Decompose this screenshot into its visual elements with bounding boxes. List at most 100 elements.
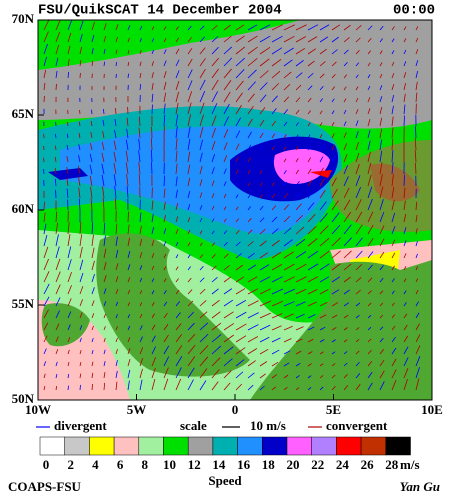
wind-arrow (223, 370, 232, 379)
wind-arrow (283, 251, 294, 259)
wind-arrow (403, 227, 407, 235)
wind-arrow (391, 290, 395, 295)
wind-arrow (283, 362, 290, 367)
lat-label: 70N (12, 11, 35, 26)
wind-arrow (223, 103, 230, 115)
wind-arrow (91, 34, 95, 43)
wind-arrow (403, 82, 407, 91)
wind-arrow (199, 311, 208, 319)
wind-arrow (259, 94, 267, 103)
wind-arrow (115, 249, 119, 259)
wind-arrow (113, 140, 117, 151)
wind-arrow (355, 97, 359, 103)
wind-arrow (151, 357, 157, 367)
wind-arrow (127, 289, 131, 295)
wind-arrow (163, 49, 167, 55)
wind-arrow (175, 150, 178, 163)
wind-arrow (355, 25, 362, 31)
wind-arrow (199, 322, 209, 331)
wind-arrow (199, 68, 206, 79)
wind-arrow (283, 24, 295, 31)
wind-arrow (247, 312, 259, 319)
wind-arrow (139, 302, 143, 307)
wind-arrow (78, 176, 81, 187)
wind-arrow (331, 177, 337, 187)
wind-arrow (91, 383, 93, 391)
wind-arrow (163, 301, 168, 307)
wind-arrow (307, 263, 319, 271)
wind-arrow (199, 230, 203, 235)
wind-arrow (367, 97, 371, 103)
wind-arrow (415, 228, 418, 235)
wind-arrow (150, 149, 153, 163)
colorbar-tick: 14 (212, 457, 226, 472)
wind-arrow (415, 126, 417, 139)
wind-arrow (79, 337, 82, 343)
wind-arrow (66, 144, 69, 151)
wind-arrow (307, 191, 314, 199)
wind-arrow (319, 201, 327, 211)
wind-arrow (403, 61, 407, 67)
wind-arrow (331, 155, 336, 163)
wind-arrow (283, 158, 287, 163)
wind-arrow (343, 176, 349, 187)
wind-arrow (211, 369, 220, 379)
wind-arrow (115, 337, 118, 343)
colorbar-tick: 28 (385, 457, 399, 472)
wind-arrow (54, 145, 57, 151)
wind-arrow (403, 253, 407, 259)
wind-arrow (101, 163, 105, 175)
wind-arrow (139, 277, 143, 283)
wind-arrow (67, 373, 70, 379)
wind-arrow (211, 127, 216, 139)
wind-arrow (283, 59, 293, 67)
wind-arrow (259, 361, 268, 367)
divergent-label: divergent (54, 418, 107, 433)
wind-arrow (247, 252, 255, 259)
lon-labels: 10W 5W 0 5E 10E (25, 394, 443, 417)
wind-arrow (199, 179, 203, 187)
wind-arrow (91, 109, 93, 115)
colorbar-swatch (39, 436, 65, 456)
wind-arrow (211, 205, 215, 211)
wind-arrow (415, 266, 419, 271)
wind-arrow (331, 144, 335, 151)
wind-arrow (414, 162, 417, 175)
wind-arrow (187, 229, 191, 235)
wind-arrow (307, 338, 314, 343)
wind-arrow (103, 360, 106, 367)
wind-arrow (187, 322, 195, 331)
wind-arrow (102, 120, 105, 127)
wind-arrow (55, 323, 60, 331)
wind-arrow (307, 146, 311, 151)
wind-arrow (283, 239, 293, 247)
wind-arrow (391, 302, 395, 307)
wind-arrow (367, 326, 372, 331)
wind-arrow (235, 104, 242, 115)
wind-arrow (331, 110, 335, 115)
wind-arrow (331, 224, 341, 235)
wind-arrow (319, 24, 330, 31)
wind-arrow (127, 314, 131, 319)
wind-arrow (235, 130, 241, 139)
wind-arrow (307, 202, 315, 211)
colorbar-swatch (360, 436, 387, 456)
wind-arrow (101, 174, 105, 187)
wind-arrow (367, 37, 372, 43)
scale-value: 10 m/s (250, 418, 286, 433)
lat-label: 55N (12, 296, 35, 311)
wind-arrow (259, 205, 264, 211)
wind-arrow (331, 263, 341, 271)
wind-arrow (271, 386, 277, 391)
wind-arrow (66, 177, 69, 187)
wind-arrow (175, 48, 180, 55)
lat-label: 60N (12, 201, 35, 216)
wind-arrow (79, 259, 84, 271)
wind-arrow (319, 73, 325, 79)
wind-arrow (235, 169, 239, 175)
wind-arrow (247, 69, 257, 79)
wind-arrow (259, 312, 271, 319)
wind-arrow (247, 264, 257, 271)
wind-arrow (283, 35, 295, 43)
wind-arrow (163, 188, 166, 199)
